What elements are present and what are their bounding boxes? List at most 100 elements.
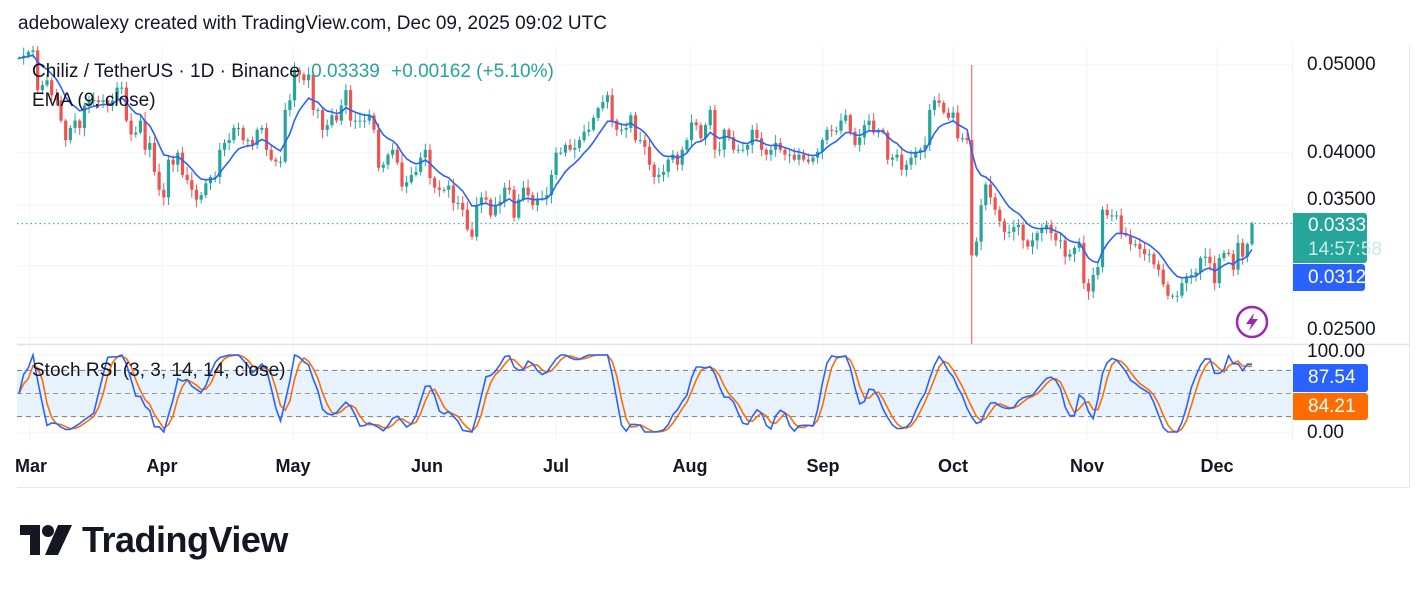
candle	[647, 146, 652, 165]
candle	[699, 125, 703, 139]
candle	[1035, 233, 1039, 241]
candle	[50, 80, 54, 96]
candle	[1082, 242, 1086, 284]
candle	[993, 197, 997, 210]
candle	[442, 189, 446, 191]
lightning-bolt-icon[interactable]	[1235, 305, 1269, 339]
candle	[596, 108, 600, 118]
candle	[587, 129, 591, 132]
candle	[115, 87, 119, 101]
candle	[405, 182, 409, 187]
price-tick: 0.05000	[1307, 54, 1376, 75]
candle	[372, 115, 376, 130]
candle	[1213, 263, 1217, 284]
candle	[241, 127, 245, 141]
candle	[283, 109, 287, 162]
candle	[423, 149, 427, 158]
candle	[1026, 240, 1030, 247]
candle	[1091, 275, 1095, 292]
symbol-legend[interactable]: Chiliz / TetherUS · 1D · Binance 0.03339…	[32, 61, 554, 83]
candle	[1068, 254, 1072, 257]
candle	[657, 174, 661, 178]
time-tick-nov: Nov	[1069, 456, 1105, 476]
candle	[900, 154, 904, 170]
chart-frame	[17, 46, 1410, 488]
candle	[433, 178, 437, 188]
candle	[914, 151, 918, 158]
candle	[661, 171, 666, 175]
stoch-rsi-legend[interactable]: Stoch RSI (3, 3, 14, 14, close)	[32, 360, 286, 381]
candle	[419, 157, 423, 172]
candle	[591, 117, 596, 130]
candle	[274, 159, 278, 162]
candle	[717, 149, 722, 151]
candle	[199, 195, 203, 200]
candle	[1077, 242, 1081, 248]
candle	[788, 154, 792, 156]
candle	[680, 149, 684, 165]
candle	[353, 120, 357, 122]
ema-legend[interactable]: EMA (9, close)	[32, 90, 156, 111]
candle	[741, 149, 745, 151]
candle	[610, 95, 614, 121]
candle	[1016, 224, 1021, 228]
candle	[1072, 247, 1077, 255]
candle	[479, 197, 483, 206]
candle	[573, 147, 577, 150]
candle	[470, 229, 474, 237]
stoch-tick: 100.00	[1307, 341, 1366, 362]
price-tick: 0.03500	[1307, 189, 1376, 210]
candle	[549, 174, 554, 196]
candle	[1128, 235, 1133, 245]
candle	[330, 115, 334, 126]
time-tick-apr: Apr	[146, 456, 178, 476]
candle	[316, 109, 320, 111]
candle	[652, 164, 656, 178]
candle	[629, 115, 633, 128]
candle	[942, 102, 946, 113]
candle	[180, 152, 185, 175]
candle	[386, 154, 390, 165]
candle	[1007, 231, 1011, 233]
candle	[727, 129, 731, 138]
candle	[848, 115, 852, 132]
candle	[152, 142, 157, 172]
candle	[970, 140, 974, 256]
candle	[166, 159, 171, 198]
candle	[890, 157, 894, 160]
candle	[134, 132, 138, 135]
candle	[937, 100, 941, 103]
candle	[694, 122, 698, 126]
candle	[545, 195, 549, 199]
candle	[708, 109, 712, 126]
candle	[563, 144, 568, 153]
candle	[633, 115, 638, 141]
candle	[1166, 284, 1170, 296]
candle	[582, 131, 586, 141]
candle	[946, 112, 951, 118]
price-tick: 0.02500	[1307, 319, 1376, 340]
candle	[689, 122, 694, 141]
candle	[731, 137, 736, 150]
candle	[437, 187, 441, 190]
tradingview-logo[interactable]: TradingView	[20, 519, 288, 560]
candle	[222, 142, 227, 150]
logo-text: TradingView	[82, 519, 288, 560]
candle	[755, 129, 759, 139]
price-tick: 0.04000	[1307, 142, 1376, 163]
stoch-tick: 0.00	[1307, 422, 1344, 443]
candle	[820, 140, 824, 152]
candle	[904, 164, 908, 170]
candle	[349, 90, 353, 121]
candle	[246, 140, 250, 142]
candle	[811, 157, 815, 162]
candle	[713, 109, 717, 150]
candle	[124, 87, 129, 121]
candle	[909, 157, 913, 165]
stoch-d-line	[18, 354, 1253, 433]
candle	[722, 129, 726, 150]
candle	[451, 185, 455, 203]
candle	[260, 127, 264, 130]
candle	[143, 120, 147, 150]
